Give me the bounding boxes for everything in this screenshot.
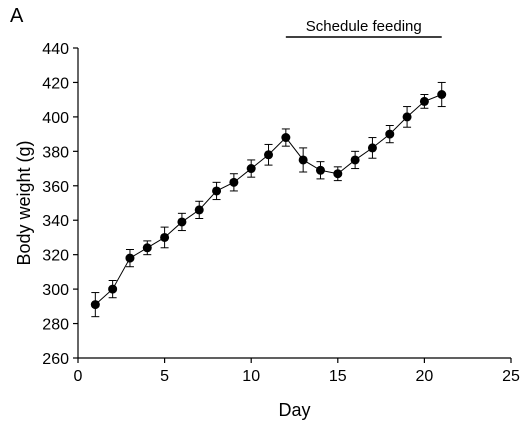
data-point xyxy=(108,284,118,294)
x-tick-label: 0 xyxy=(74,368,83,385)
y-ticks: 260 280 300 320 340 360 380 400 420 440 xyxy=(42,41,78,368)
y-tick-label: 280 xyxy=(42,317,69,334)
data-point xyxy=(142,243,152,253)
data-point xyxy=(281,133,291,143)
data-point xyxy=(419,96,429,106)
y-tick-label: 260 xyxy=(42,351,69,368)
y-tick-label: 420 xyxy=(42,75,69,92)
data-point xyxy=(367,143,377,153)
data-point xyxy=(177,217,187,227)
data-point xyxy=(90,300,100,310)
data-point xyxy=(194,205,204,215)
data-point xyxy=(298,155,308,165)
data-point xyxy=(402,112,412,122)
axes xyxy=(77,48,511,359)
y-axis-title: Body weight (g) xyxy=(14,140,34,265)
data-point xyxy=(385,129,395,139)
y-tick-label: 440 xyxy=(42,41,69,58)
x-tick-label: 15 xyxy=(329,368,347,385)
data-point xyxy=(333,169,343,179)
data-point xyxy=(350,155,360,165)
y-tick-label: 380 xyxy=(42,144,69,161)
x-tick-label: 25 xyxy=(502,368,520,385)
data-point xyxy=(437,90,447,99)
y-tick-label: 360 xyxy=(42,179,69,196)
data-point xyxy=(246,164,256,174)
panel-label: A xyxy=(10,5,24,27)
x-tick-label: 20 xyxy=(416,368,434,385)
y-tick-label: 320 xyxy=(42,248,69,265)
y-tick-label: 400 xyxy=(42,110,69,127)
annotation-label: Schedule feeding xyxy=(306,18,422,35)
data-point xyxy=(125,253,135,263)
x-tick-label: 10 xyxy=(242,368,260,385)
data-point xyxy=(212,186,222,196)
x-tick-label: 5 xyxy=(160,368,169,385)
data-point xyxy=(160,232,170,242)
y-tick-label: 300 xyxy=(42,282,69,299)
x-axis-title: Day xyxy=(278,400,310,420)
plot-area xyxy=(90,81,447,318)
data-point xyxy=(264,150,274,160)
data-point xyxy=(229,177,239,187)
y-tick-label: 340 xyxy=(42,213,69,230)
annotation: Schedule feeding xyxy=(285,18,442,38)
data-point xyxy=(315,165,325,175)
x-ticks: 0 5 10 15 20 25 xyxy=(74,358,520,385)
